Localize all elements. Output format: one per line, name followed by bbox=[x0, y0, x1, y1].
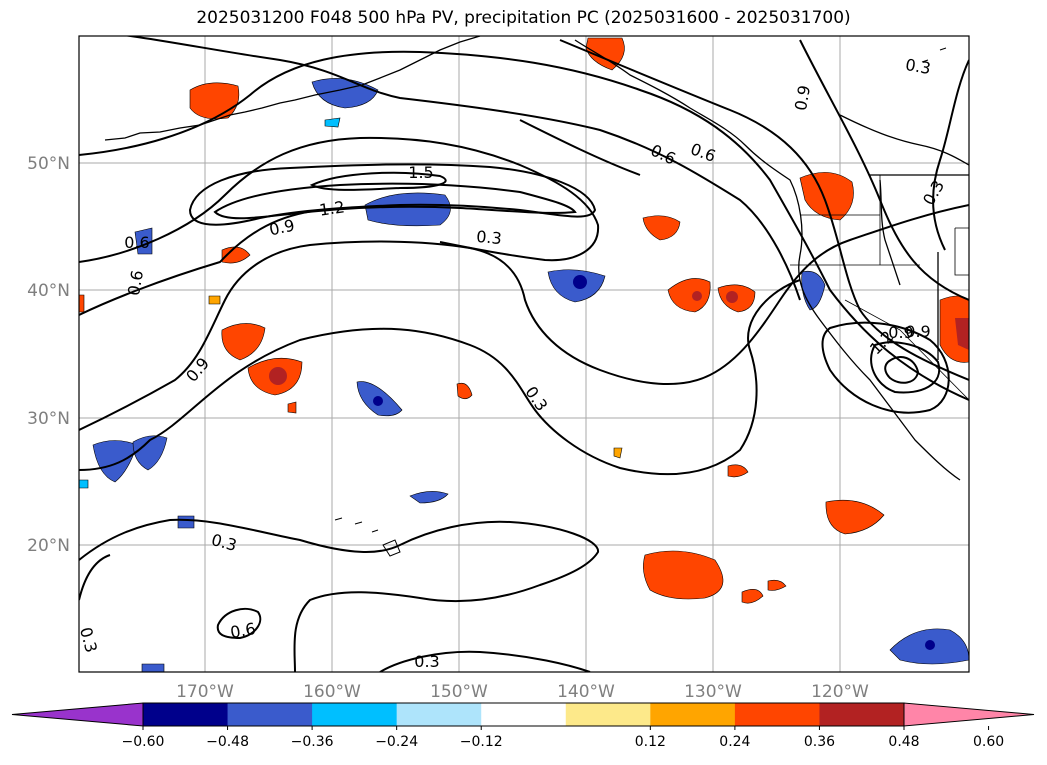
contour-label: 0.3 bbox=[414, 652, 439, 671]
colorbar-swatch bbox=[481, 703, 567, 726]
contour-label: 1.2 bbox=[318, 197, 346, 219]
pv-contours bbox=[79, 36, 969, 672]
contour-label: 0.3 bbox=[521, 383, 551, 415]
lat-label: 30°N bbox=[27, 409, 70, 429]
precip-patch bbox=[189, 82, 240, 120]
colorbar-tick-label: 0.36 bbox=[804, 734, 835, 750]
contour-label: 0.6 bbox=[229, 619, 257, 642]
lat-label: 50°N bbox=[27, 154, 70, 174]
precip-patch bbox=[287, 401, 297, 414]
precip-patch bbox=[955, 318, 969, 350]
precip-patch bbox=[727, 464, 749, 478]
precip-patch bbox=[141, 663, 165, 672]
precip-patch bbox=[456, 382, 473, 400]
graticule bbox=[79, 36, 969, 672]
precip-patch bbox=[642, 215, 681, 241]
precip-patch bbox=[364, 192, 451, 227]
contour-label: 0.3 bbox=[209, 530, 239, 555]
colorbar: −0.60 −0.48 −0.36 −0.24 −0.12 0.12 0.24 0.36 0.4… bbox=[11, 702, 1035, 750]
lon-label: 170°W bbox=[176, 682, 234, 702]
precip-patch bbox=[767, 579, 787, 591]
contour-label: 0.9 bbox=[267, 216, 296, 240]
contour-label: 0.9 bbox=[182, 354, 213, 386]
contour-label: 0.6 bbox=[124, 233, 149, 252]
precip-patch bbox=[79, 479, 89, 489]
contour-label: 0.3 bbox=[476, 227, 503, 248]
lon-label: 150°W bbox=[430, 682, 488, 702]
lon-label: 130°W bbox=[684, 682, 742, 702]
precip-patch bbox=[221, 246, 251, 264]
precip-patch bbox=[643, 550, 724, 600]
precip-patch bbox=[667, 278, 711, 313]
map-frame bbox=[78, 35, 970, 673]
contour-label: 0.9 bbox=[905, 322, 930, 341]
contour-label: 0.3 bbox=[904, 55, 932, 78]
precip-patch bbox=[208, 295, 221, 305]
longitude-labels: 170°W 160°W 150°W 140°W 130°W 120°W bbox=[176, 682, 869, 702]
contour-label: 1.5 bbox=[408, 163, 433, 182]
colorbar-tick-label: 0.48 bbox=[888, 734, 919, 750]
contour-label: 0.6 bbox=[124, 269, 147, 297]
colorbar-swatch bbox=[143, 703, 229, 726]
precip-patch bbox=[799, 172, 854, 221]
colorbar-tick-label: 0.60 bbox=[973, 734, 1004, 750]
colorbar-swatch bbox=[650, 703, 736, 726]
contour-label: 0.9 bbox=[791, 84, 814, 112]
lon-label: 140°W bbox=[557, 682, 615, 702]
colorbar-swatch bbox=[227, 703, 313, 726]
state-borders bbox=[790, 175, 969, 401]
colorbar-swatch bbox=[396, 703, 482, 726]
precip-patch bbox=[613, 447, 623, 459]
precip-patch bbox=[825, 499, 885, 535]
colorbar-extend-max bbox=[903, 702, 1035, 727]
contour-label: 0.6 bbox=[688, 139, 718, 166]
colorbar-extend-min bbox=[11, 702, 144, 727]
precip-patch bbox=[221, 323, 266, 361]
latitude-labels: 50°N 40°N 30°N 20°N bbox=[27, 154, 70, 556]
islands bbox=[334, 47, 947, 557]
precip-patch bbox=[801, 271, 826, 311]
precip-patch bbox=[79, 294, 85, 313]
colorbar-tick-label: −0.60 bbox=[122, 734, 165, 750]
colorbar-swatch bbox=[819, 703, 905, 726]
precip-patch bbox=[409, 491, 449, 504]
contour-label: 0.3 bbox=[919, 177, 948, 209]
contour-labels: 1.5 1.2 0.9 0.3 0.6 0.6 0.9 0.6 0.3 0.3 0.3 0.6 0.3 0… bbox=[76, 55, 948, 671]
contour-label: 0.9 bbox=[888, 323, 913, 342]
colorbar-tick-label: −0.48 bbox=[206, 734, 249, 750]
coastlines bbox=[104, 36, 969, 481]
lon-label: 120°W bbox=[811, 682, 869, 702]
chart-title: 2025031200 F048 500 hPa PV, precipitatio… bbox=[196, 8, 851, 28]
lat-label: 20°N bbox=[27, 536, 70, 556]
colorbar-tick-label: 0.12 bbox=[635, 734, 666, 750]
contour-label: 0.6 bbox=[648, 141, 679, 169]
colorbar-frame bbox=[142, 702, 905, 727]
colorbar-tick-label: 0.24 bbox=[719, 734, 750, 750]
precip-patch bbox=[177, 515, 195, 529]
lat-label: 40°N bbox=[27, 281, 70, 301]
precip-positive-patches bbox=[79, 37, 969, 604]
precip-patch bbox=[741, 588, 764, 604]
precip-patch bbox=[92, 440, 138, 483]
colorbar-swatch bbox=[565, 703, 651, 726]
colorbar-tick-label: −0.24 bbox=[375, 734, 418, 750]
precip-patch bbox=[324, 117, 341, 128]
colorbar-tick-label: −0.12 bbox=[460, 734, 503, 750]
colorbar-swatch bbox=[312, 703, 398, 726]
contour-label: 0.3 bbox=[76, 625, 101, 655]
precip-patch bbox=[132, 435, 168, 471]
colorbar-tick-label: −0.36 bbox=[291, 734, 334, 750]
colorbar-swatch bbox=[734, 703, 820, 726]
lon-label: 160°W bbox=[303, 682, 361, 702]
